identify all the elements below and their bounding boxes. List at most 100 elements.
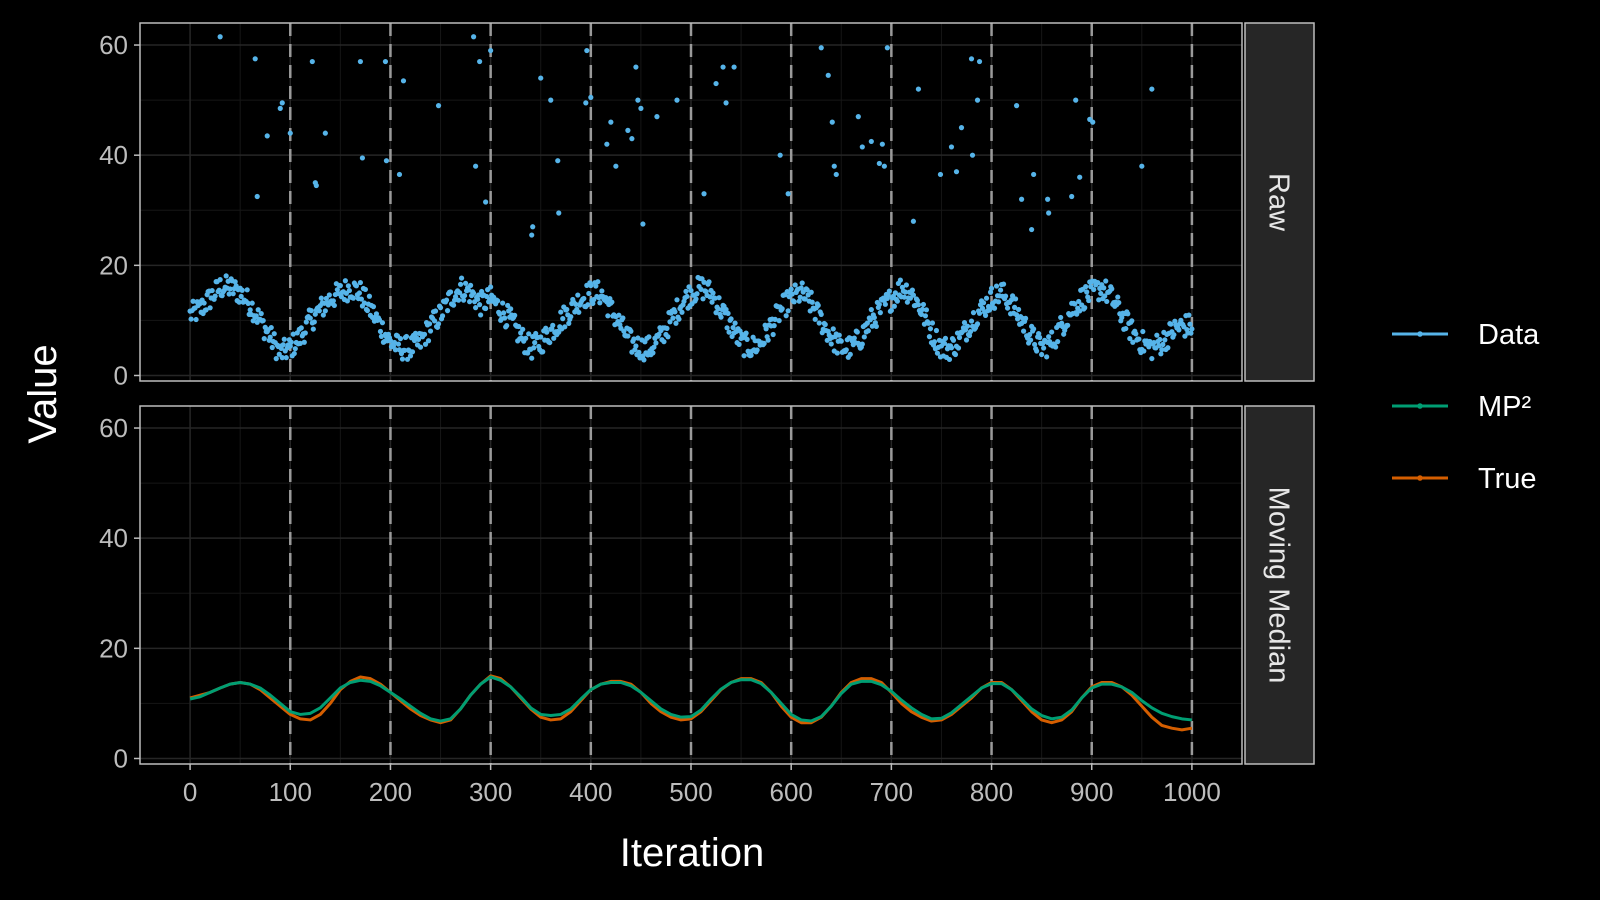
data-point: [869, 323, 875, 329]
data-point: [1168, 321, 1174, 327]
data-point: [566, 320, 572, 327]
data-point: [904, 299, 910, 305]
data-point: [391, 339, 398, 346]
data-point: [207, 305, 213, 311]
data-outlier-point: [287, 130, 293, 136]
data-point: [1158, 351, 1164, 357]
data-point: [477, 302, 483, 308]
data-outlier-point: [604, 141, 610, 147]
data-outlier-point: [833, 171, 839, 178]
data-point: [1053, 344, 1059, 350]
data-point: [676, 316, 682, 322]
data-point: [836, 332, 842, 338]
data-point: [631, 336, 637, 342]
data-point: [1136, 336, 1142, 342]
data-point: [799, 280, 805, 286]
data-point: [1039, 351, 1045, 358]
data-point: [1049, 329, 1055, 335]
data-point: [802, 296, 808, 302]
data-point: [1021, 328, 1027, 334]
x-tick-label: 900: [1070, 777, 1113, 807]
data-point: [812, 316, 818, 322]
data-outlier-point: [884, 45, 890, 51]
data-point: [1084, 289, 1090, 295]
data-point: [239, 287, 245, 293]
data-point: [444, 308, 451, 314]
data-point: [421, 331, 428, 337]
data-point: [871, 314, 877, 321]
data-point: [808, 289, 814, 295]
data-outlier-point: [556, 210, 562, 216]
data-point: [525, 350, 531, 356]
data-point: [988, 285, 995, 291]
data-point: [838, 338, 844, 344]
data-point: [620, 315, 626, 321]
data-point: [435, 321, 442, 327]
data-point: [344, 298, 350, 304]
data-point: [345, 283, 351, 289]
data-outlier-point: [974, 97, 981, 103]
data-point: [1187, 321, 1193, 327]
data-point: [378, 333, 385, 339]
data-point: [457, 281, 464, 287]
y-tick-label: 0: [114, 743, 128, 773]
data-point: [1072, 301, 1078, 307]
data-outlier-point: [477, 58, 483, 65]
data-point: [432, 308, 439, 314]
data-point: [929, 320, 936, 326]
data-point: [1156, 343, 1162, 349]
data-point: [455, 297, 462, 303]
data-point: [822, 321, 828, 328]
data-point: [723, 306, 729, 313]
data-point: [707, 294, 713, 300]
data-point: [452, 294, 459, 300]
data-point: [560, 316, 566, 322]
data-point: [919, 306, 926, 313]
data-outlier-point: [713, 80, 719, 87]
data-point: [897, 277, 903, 283]
data-point: [730, 324, 736, 331]
data-point: [478, 312, 484, 318]
data-point: [1119, 314, 1125, 321]
data-point: [1127, 335, 1133, 342]
data-outlier-point: [583, 100, 589, 106]
data-outlier-point: [488, 47, 494, 54]
x-axis-title: Iteration: [620, 831, 765, 875]
data-point: [625, 333, 631, 339]
data-point: [551, 335, 557, 341]
data-point: [326, 292, 332, 298]
data-point: [670, 315, 676, 321]
strip-label: Raw: [1263, 173, 1295, 232]
data-point: [633, 343, 639, 349]
data-point: [920, 301, 927, 308]
data-point: [892, 290, 898, 296]
data-point: [217, 277, 223, 283]
data-point: [422, 341, 429, 347]
data-point: [550, 322, 556, 328]
x-axis-ticks: 0 100 200 300 400 500 600 700 800 900 1000: [183, 764, 1221, 807]
data-point: [227, 286, 233, 292]
data-outlier-point: [1045, 196, 1051, 202]
data-point: [337, 283, 343, 289]
data-outlier-point: [555, 158, 561, 164]
data-point: [512, 312, 518, 318]
data-point: [1104, 298, 1110, 305]
data-point: [1189, 326, 1195, 332]
data-point: [585, 302, 591, 308]
data-point: [460, 297, 467, 303]
x-tick-label: 200: [369, 777, 412, 807]
data-point: [1044, 354, 1050, 360]
data-point: [267, 334, 273, 340]
legend-key-point: [1417, 475, 1423, 481]
data-point: [253, 313, 259, 319]
data-point: [771, 323, 777, 329]
data-point: [212, 293, 218, 299]
data-point: [854, 329, 860, 335]
data-outlier-point: [785, 191, 791, 197]
data-point: [520, 326, 526, 332]
data-outlier-point: [588, 94, 594, 100]
data-point: [236, 299, 242, 305]
data-point: [979, 305, 986, 311]
data-outlier-point: [313, 182, 319, 189]
data-point: [1012, 296, 1019, 302]
